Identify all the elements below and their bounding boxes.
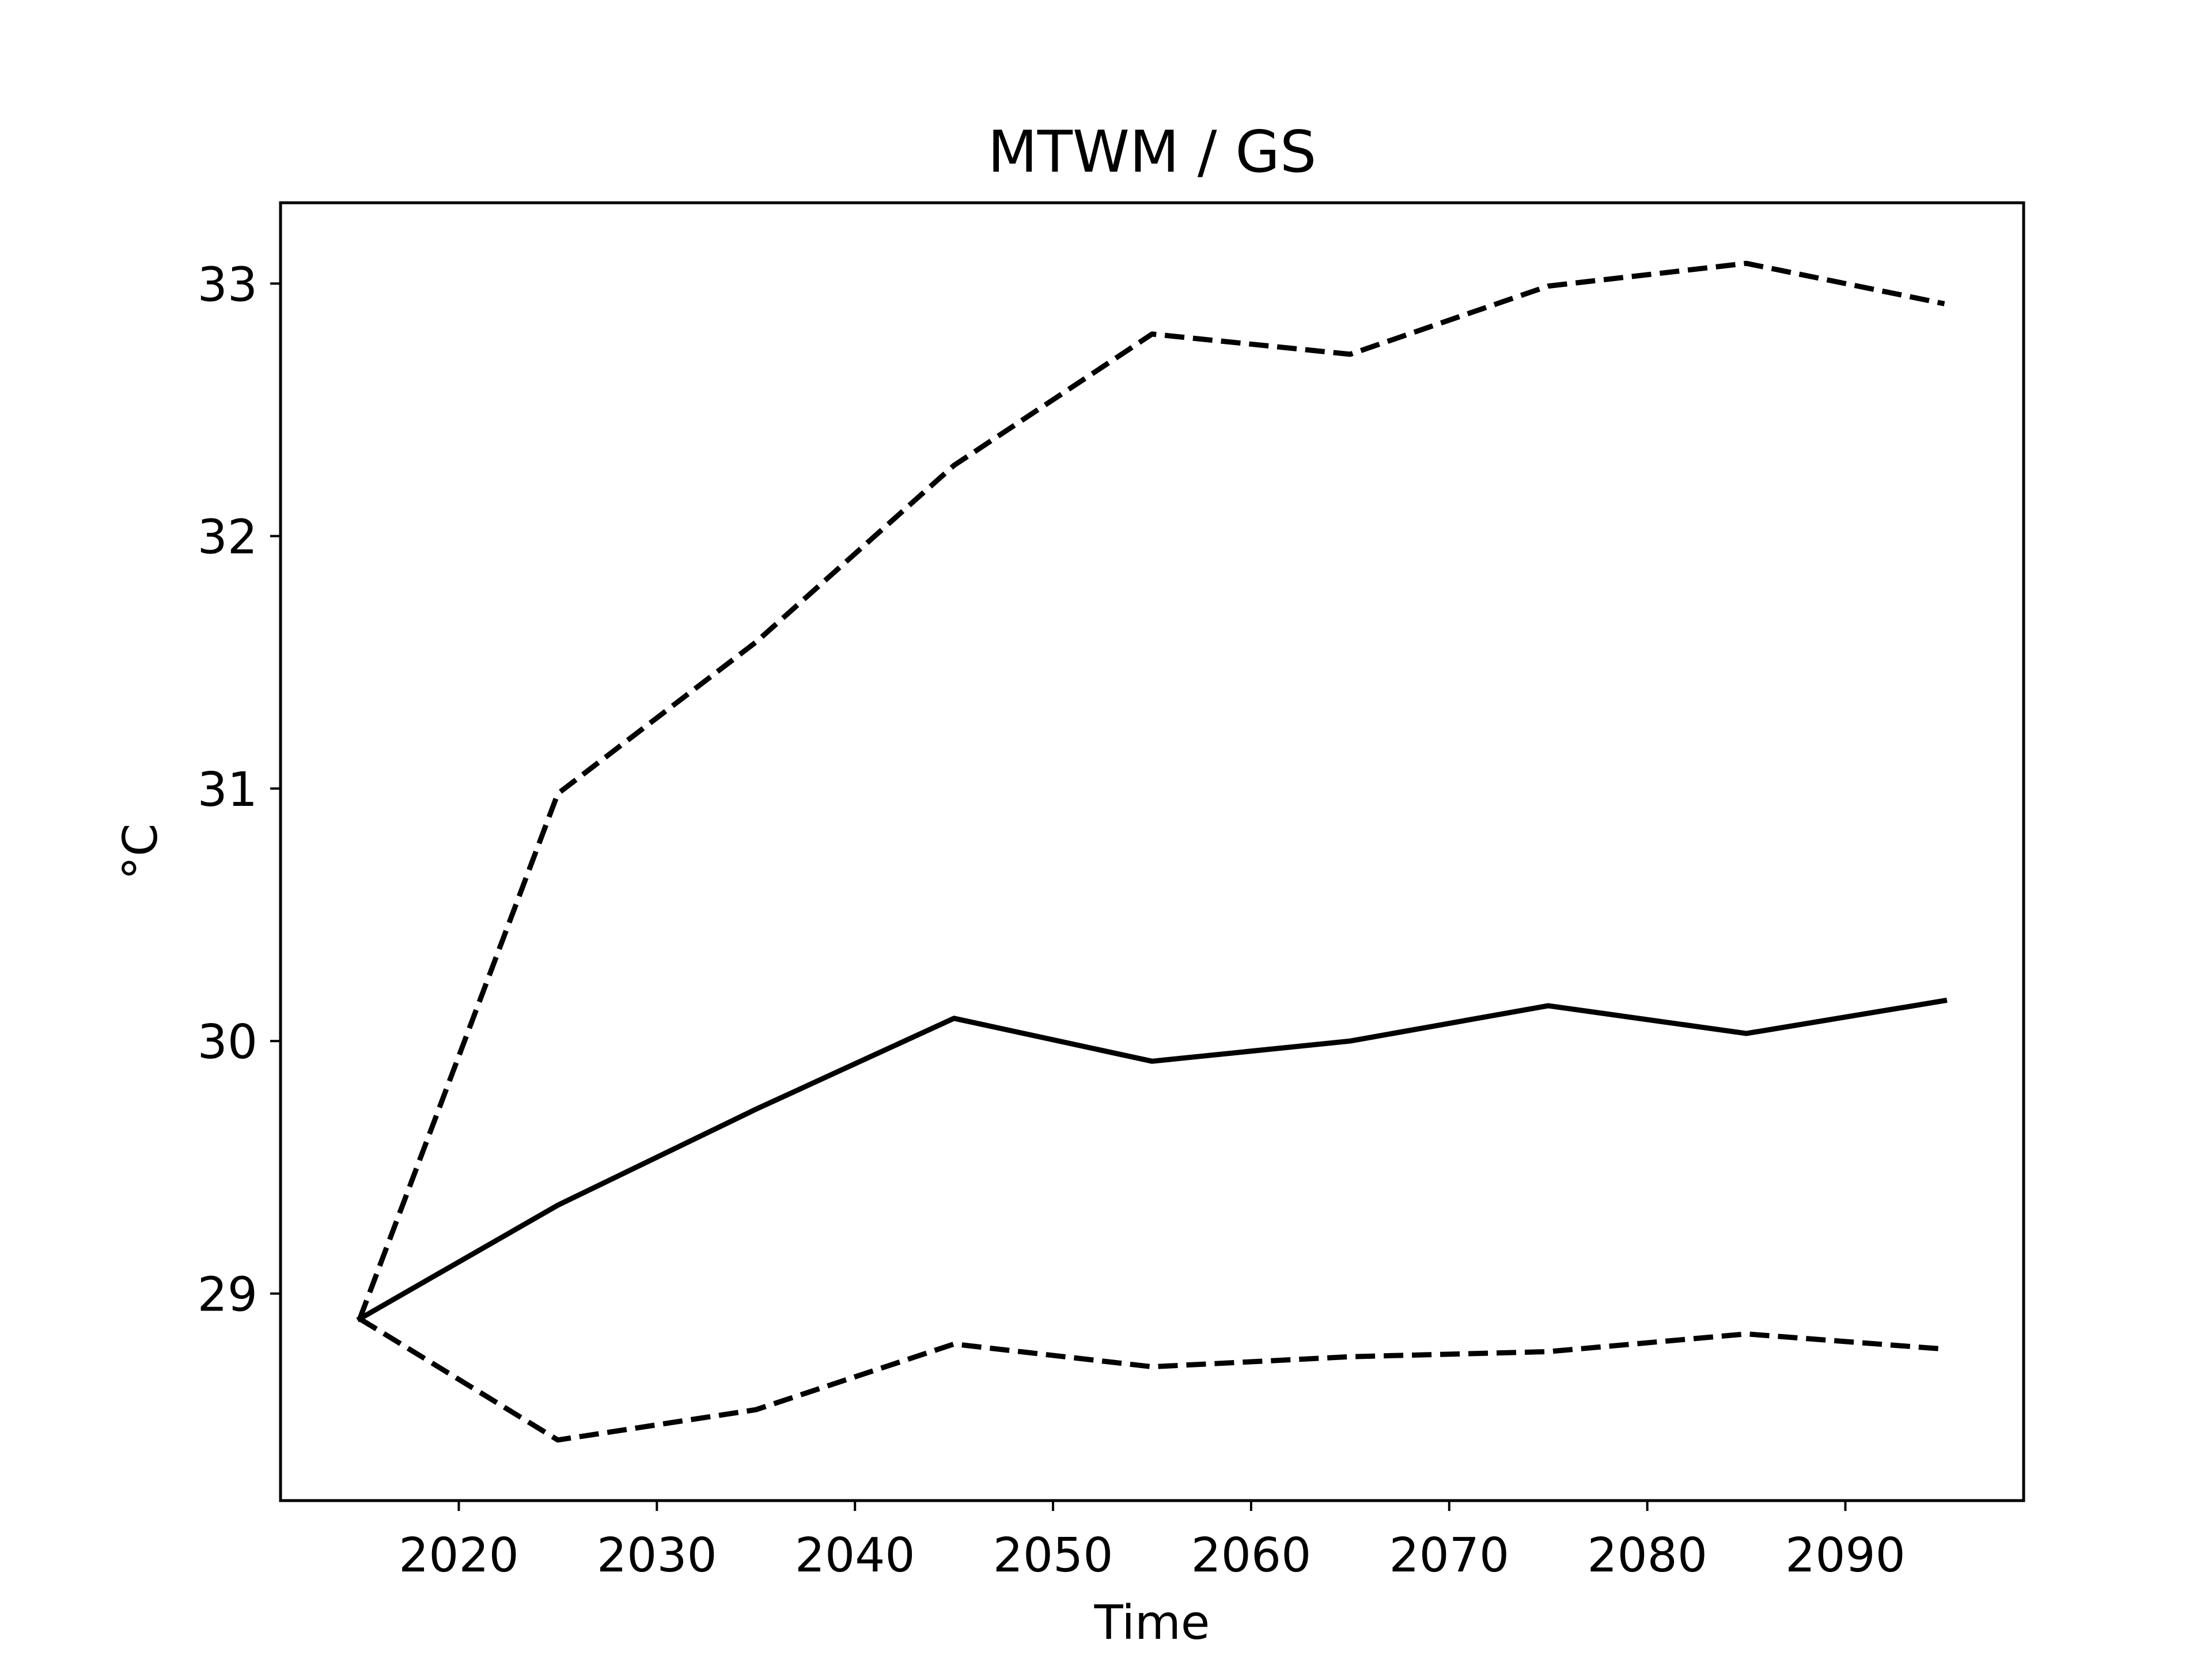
dashed-series-line-2 (358, 1316, 1945, 1443)
series-layer (356, 260, 1948, 1443)
chart-title: MTWM / GS (988, 118, 1317, 185)
x-tick-label: 2040 (795, 1528, 915, 1583)
x-tick-label: 2070 (1389, 1528, 1509, 1583)
x-tick-label: 2090 (1785, 1528, 1906, 1583)
y-tick-label: 31 (198, 763, 257, 817)
y-tick-label: 33 (198, 257, 257, 312)
x-tick-label: 2050 (993, 1528, 1113, 1583)
x-axis-label: Time (1094, 1596, 1210, 1650)
x-axis: 2020 2030 2040 2050 2060 2070 2080 2090 (399, 1501, 1906, 1583)
x-tick-label: 2060 (1191, 1528, 1312, 1583)
x-tick-label: 2080 (1587, 1528, 1707, 1583)
y-tick-label: 32 (198, 510, 257, 565)
solid-series-line (356, 997, 1948, 1323)
x-tick-label: 2030 (597, 1528, 717, 1583)
y-tick-label: 30 (198, 1015, 257, 1070)
y-axis-label: °C (113, 823, 168, 880)
plot-frame (279, 201, 2025, 1502)
y-axis: 29 30 31 32 33 (198, 257, 281, 1323)
y-tick-label: 29 (198, 1268, 257, 1323)
x-tick-label: 2020 (399, 1528, 519, 1583)
dashed-series-line-1 (357, 260, 1945, 1320)
